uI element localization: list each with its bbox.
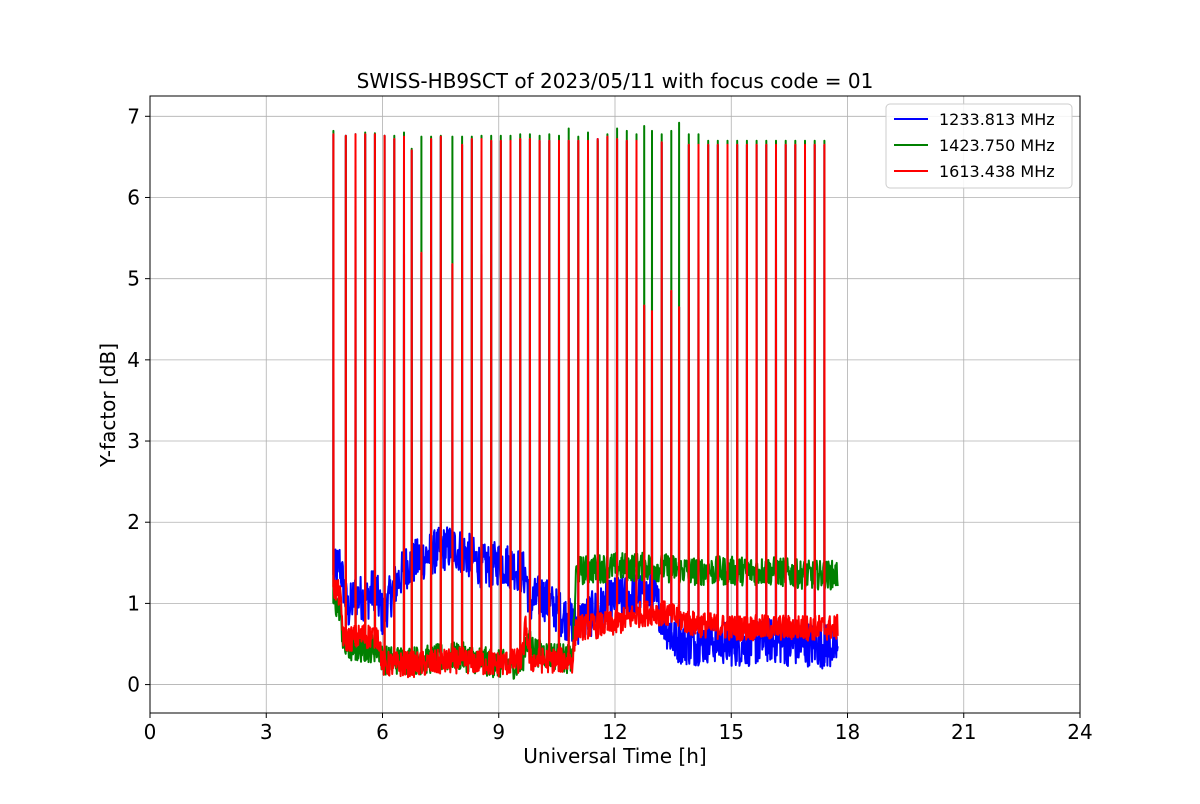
legend-label: 1613.438 MHz <box>939 162 1055 181</box>
y-tick-label: 1 <box>127 591 140 615</box>
y-tick-label: 4 <box>127 348 140 372</box>
series-line <box>332 133 839 679</box>
legend-label: 1233.813 MHz <box>939 110 1055 129</box>
y-tick-label: 7 <box>127 104 140 128</box>
legend: 1233.813 MHz 1423.750 MHz 1613.438 MHz <box>885 103 1073 189</box>
x-tick-label: 15 <box>719 720 744 744</box>
legend-box <box>885 103 1073 189</box>
y-tick-label: 0 <box>127 673 140 697</box>
x-tick-label: 21 <box>951 720 976 744</box>
x-tick-label: 3 <box>260 720 273 744</box>
y-tick-label: 3 <box>127 429 140 453</box>
y-tick-label: 5 <box>127 267 140 291</box>
series-lines <box>332 121 839 680</box>
legend-label: 1423.750 MHz <box>939 136 1055 155</box>
x-tick-label: 18 <box>835 720 860 744</box>
chart-title: SWISS-HB9SCT of 2023/05/11 with focus co… <box>357 69 874 93</box>
x-tick-label: 24 <box>1067 720 1092 744</box>
y-tick-label: 2 <box>127 510 140 534</box>
x-tick-label: 12 <box>602 720 627 744</box>
x-axis-label: Universal Time [h] <box>523 744 706 768</box>
y-axis-label: Y-factor [dB] <box>96 343 120 468</box>
x-tick-label: 0 <box>144 720 157 744</box>
y-tick-label: 6 <box>127 185 140 209</box>
x-tick-label: 9 <box>492 720 505 744</box>
x-tick-label: 6 <box>376 720 389 744</box>
